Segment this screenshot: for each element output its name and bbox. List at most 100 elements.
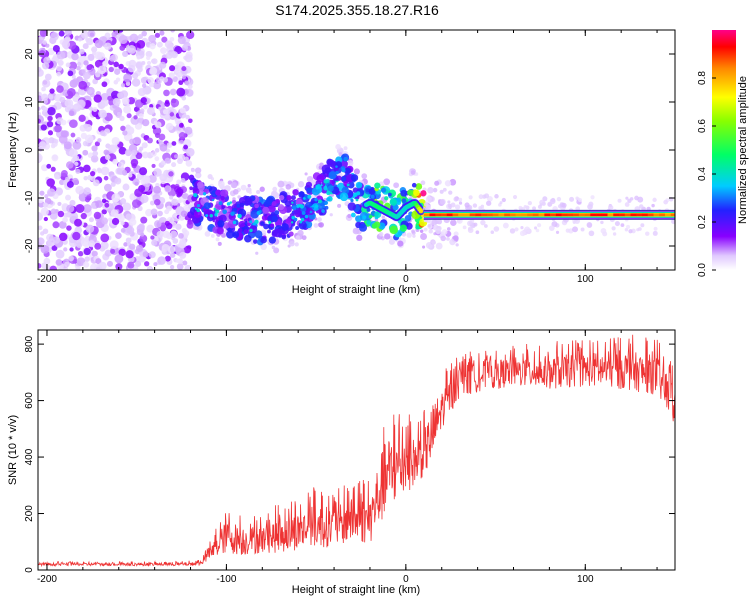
noise-blob bbox=[129, 243, 136, 250]
carrier-halo bbox=[537, 223, 542, 228]
carrier-core bbox=[607, 213, 614, 217]
signal-blob bbox=[389, 225, 398, 235]
noise-blob bbox=[63, 247, 68, 252]
carrier-halo bbox=[427, 199, 432, 203]
noise-blob bbox=[175, 258, 180, 263]
signal-core bbox=[196, 203, 201, 208]
faint-blob bbox=[420, 233, 428, 240]
signal-blob bbox=[365, 188, 370, 193]
faint-blob bbox=[435, 242, 443, 250]
carrier-halo bbox=[534, 226, 538, 230]
signal-blob bbox=[324, 205, 329, 210]
faint-blob bbox=[422, 245, 426, 249]
faint-blob bbox=[204, 231, 211, 237]
colorbar-tick-label: 0.4 bbox=[697, 167, 708, 181]
carrier-halo bbox=[532, 206, 536, 211]
signal-core bbox=[292, 205, 297, 210]
signal-blob bbox=[279, 195, 285, 201]
carrier-halo bbox=[486, 200, 492, 206]
noise-blob bbox=[77, 37, 83, 42]
signal-core bbox=[301, 211, 306, 215]
noise-blob bbox=[171, 98, 177, 104]
noise-blob bbox=[64, 98, 74, 108]
noise-blob bbox=[75, 137, 82, 143]
signal-core bbox=[252, 222, 256, 226]
signal-blob bbox=[298, 191, 305, 198]
noise-blob bbox=[78, 114, 86, 122]
signal-blob bbox=[380, 187, 387, 193]
noise-blob bbox=[131, 78, 141, 87]
noise-blob bbox=[146, 224, 155, 233]
noise-blob bbox=[65, 194, 71, 201]
carrier-core bbox=[601, 213, 608, 217]
noise-blob bbox=[147, 77, 154, 84]
signal-core bbox=[226, 202, 231, 206]
noise-blob bbox=[42, 106, 48, 113]
noise-blob bbox=[164, 220, 170, 227]
noise-blob bbox=[146, 107, 155, 116]
noise-blob bbox=[55, 249, 65, 259]
snr-series bbox=[38, 334, 675, 568]
noise-blob bbox=[157, 256, 166, 265]
carrier-halo bbox=[427, 223, 432, 228]
faint-blob bbox=[420, 180, 426, 186]
noise-blob bbox=[125, 81, 131, 86]
noise-blob bbox=[169, 264, 175, 270]
noise-blob bbox=[38, 118, 41, 124]
noise-blob bbox=[159, 61, 167, 69]
noise-blob bbox=[148, 174, 157, 183]
faint-blob bbox=[450, 219, 457, 226]
carrier-core bbox=[573, 213, 580, 217]
signal-blob bbox=[288, 231, 294, 237]
signal-core bbox=[258, 210, 262, 214]
faint-blob bbox=[289, 240, 295, 247]
carrier-core bbox=[670, 213, 675, 217]
noise-blob bbox=[66, 161, 74, 169]
faint-blob bbox=[215, 237, 220, 242]
faint-blob bbox=[378, 232, 384, 237]
noise-blob bbox=[122, 202, 132, 211]
noise-blob bbox=[153, 168, 162, 177]
noise-blob bbox=[97, 138, 102, 143]
spectrogram-x-axis-label: Height of straight line (km) bbox=[292, 284, 420, 296]
noise-blob bbox=[150, 208, 158, 216]
noise-blob bbox=[150, 150, 157, 157]
noise-blob bbox=[110, 181, 116, 187]
signal-blob bbox=[267, 204, 276, 213]
noise-blob bbox=[178, 122, 184, 128]
signal-blob bbox=[254, 203, 259, 209]
faint-blob bbox=[397, 240, 404, 247]
noise-blob bbox=[58, 232, 68, 242]
faint-blob bbox=[453, 231, 459, 237]
signal-blob bbox=[220, 196, 225, 201]
faint-blob bbox=[231, 181, 238, 189]
signal-blob bbox=[389, 198, 398, 206]
noise-blob bbox=[120, 83, 126, 88]
noise-blob bbox=[53, 138, 59, 144]
carrier-halo bbox=[612, 232, 617, 236]
carrier-halo bbox=[611, 226, 616, 231]
noise-blob bbox=[148, 34, 157, 43]
noise-blob bbox=[175, 188, 184, 197]
noise-blob bbox=[75, 185, 84, 195]
noise-blob bbox=[101, 198, 107, 204]
faint-blob bbox=[294, 242, 299, 247]
noise-blob bbox=[185, 160, 193, 167]
carrier-core bbox=[498, 213, 505, 217]
noise-blob bbox=[97, 168, 103, 174]
signal-core bbox=[194, 207, 198, 210]
carrier-core bbox=[636, 213, 643, 217]
noise-blob bbox=[134, 122, 143, 130]
carrier-halo bbox=[509, 228, 516, 234]
noise-blob bbox=[125, 250, 134, 259]
noise-blob bbox=[103, 175, 109, 181]
noise-blob bbox=[140, 97, 147, 104]
faint-blob bbox=[442, 187, 447, 192]
noise-blob bbox=[162, 109, 169, 115]
faint-blob bbox=[449, 238, 456, 246]
faint-blob bbox=[247, 183, 251, 188]
noise-blob bbox=[183, 144, 189, 150]
noise-blob bbox=[120, 198, 127, 205]
signal-blob bbox=[397, 231, 403, 237]
faint-blob bbox=[217, 241, 222, 246]
